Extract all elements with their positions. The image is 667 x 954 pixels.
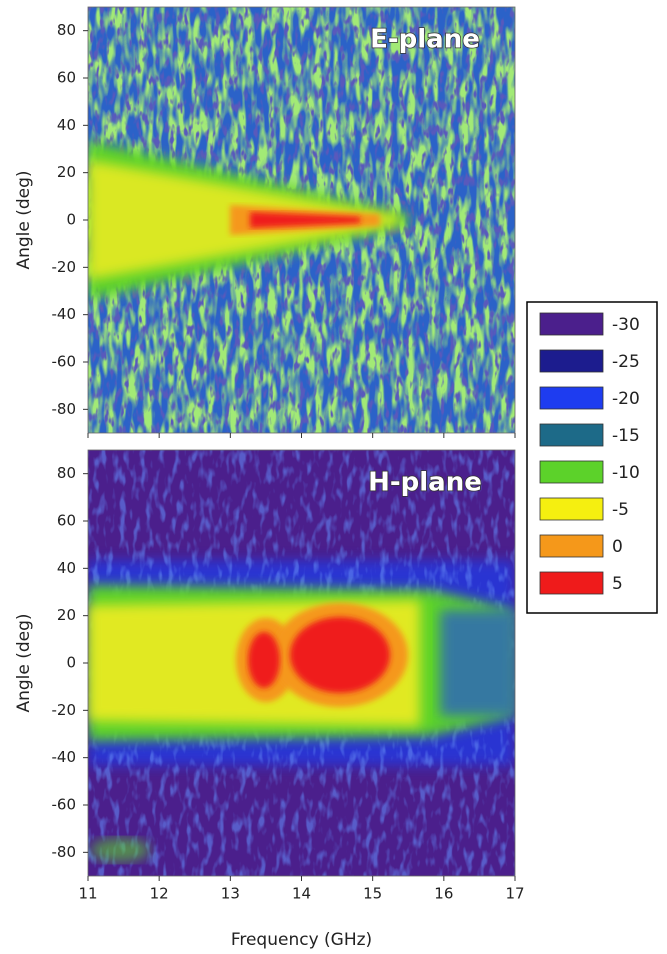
legend-swatch xyxy=(539,312,604,336)
y-tick-label: -60 xyxy=(52,796,77,814)
legend-label: -10 xyxy=(612,463,640,483)
panel-title: H-plane xyxy=(368,468,482,498)
y-tick-label: 0 xyxy=(66,654,76,672)
x-tick-label: 17 xyxy=(505,885,524,903)
legend-label: 0 xyxy=(612,537,623,557)
legend-label: -20 xyxy=(612,389,640,409)
x-tick-label: 11 xyxy=(78,885,97,903)
y-tick-label: -40 xyxy=(52,748,77,766)
y-tick-label: -80 xyxy=(52,843,77,861)
y-tick-label: 80 xyxy=(57,464,76,482)
legend-label: -5 xyxy=(612,500,629,520)
y-tick-label: -60 xyxy=(52,353,77,371)
legend-swatch xyxy=(539,460,604,484)
legend-label: -25 xyxy=(612,352,640,372)
y-tick-label: 0 xyxy=(66,211,76,229)
y-tick-label: -20 xyxy=(52,701,77,719)
y-tick-label: 80 xyxy=(57,21,76,39)
legend-swatch xyxy=(539,423,604,447)
legend-label: 5 xyxy=(612,574,623,594)
x-tick-label: 15 xyxy=(363,885,382,903)
legend-swatch xyxy=(539,349,604,373)
heatmap-image xyxy=(88,450,515,876)
x-tick-label: 14 xyxy=(292,885,311,903)
y-tick-label: -40 xyxy=(52,305,77,323)
legend-label: -30 xyxy=(612,315,640,335)
x-axis-label: Frequency (GHz) xyxy=(231,930,372,950)
y-tick-label: 40 xyxy=(57,559,76,577)
y-tick-label: -80 xyxy=(52,400,77,418)
y-tick-label: 20 xyxy=(57,163,76,181)
legend-swatch xyxy=(539,534,604,558)
y-tick-label: 60 xyxy=(57,69,76,87)
y-tick-label: 60 xyxy=(57,512,76,530)
heatmap-image xyxy=(88,7,515,433)
y-tick-label: 40 xyxy=(57,116,76,134)
y-axis-label: Angle (deg) xyxy=(14,170,34,269)
y-axis-label: Angle (deg) xyxy=(14,613,34,712)
x-tick-label: 13 xyxy=(221,885,240,903)
legend-swatch xyxy=(539,571,604,595)
legend-swatch xyxy=(539,386,604,410)
legend-label: -15 xyxy=(612,426,640,446)
x-tick-label: 12 xyxy=(150,885,169,903)
y-tick-label: 20 xyxy=(57,606,76,624)
x-tick-label: 16 xyxy=(434,885,453,903)
legend-swatch xyxy=(539,497,604,521)
panel-title: E-plane xyxy=(370,25,480,55)
legend-box xyxy=(526,301,658,614)
y-tick-label: -20 xyxy=(52,258,77,276)
